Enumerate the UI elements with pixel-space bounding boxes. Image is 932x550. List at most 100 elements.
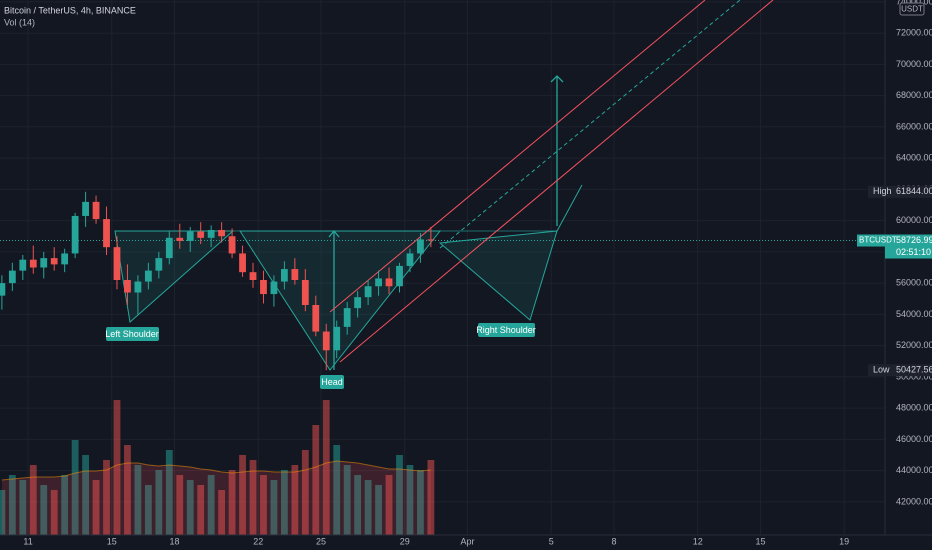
candle-body bbox=[176, 237, 184, 241]
volume-bar bbox=[322, 400, 330, 535]
x-tick-label: 12 bbox=[693, 536, 703, 546]
volume-bar bbox=[155, 470, 163, 535]
volume-bar bbox=[29, 465, 37, 535]
channel-middle bbox=[439, 0, 741, 249]
symbol-box bbox=[857, 234, 932, 247]
volume-pane bbox=[0, 400, 435, 535]
volume-bar bbox=[343, 465, 351, 535]
volume-bar bbox=[228, 470, 236, 535]
y-tick-label: 48000.00 bbox=[896, 403, 932, 413]
candle-body bbox=[312, 305, 320, 332]
indicator-label: Vol (14) bbox=[4, 17, 35, 27]
volume-bar bbox=[124, 445, 131, 535]
candle-body bbox=[249, 272, 257, 280]
candle-body bbox=[406, 253, 414, 266]
candle-body bbox=[343, 308, 351, 327]
candle-body bbox=[364, 286, 372, 298]
volume-bar bbox=[260, 475, 267, 535]
volume-bar bbox=[61, 475, 69, 535]
volume-bar bbox=[406, 465, 414, 535]
x-tick-label: 8 bbox=[611, 536, 616, 546]
label-box bbox=[106, 327, 159, 341]
currency-box bbox=[899, 2, 925, 16]
candle-body bbox=[207, 230, 215, 238]
volume-bar bbox=[354, 475, 362, 535]
grid bbox=[0, 0, 885, 535]
candle-body bbox=[417, 239, 424, 254]
annotation: Right Shoulder bbox=[476, 325, 536, 335]
volume-bar bbox=[134, 465, 142, 535]
volume-bar bbox=[301, 450, 309, 535]
volume-bar bbox=[312, 425, 320, 535]
price-marker-name: High bbox=[873, 186, 892, 196]
candle-body bbox=[333, 326, 341, 351]
right-shoulder-shape bbox=[438, 230, 558, 321]
x-tick-label: Apr bbox=[460, 536, 474, 546]
x-tick-label: 15 bbox=[755, 536, 765, 546]
y-tick-label: 50000.00 bbox=[896, 371, 932, 381]
annotations: Left Shoulder Head Right Shoulder bbox=[105, 323, 536, 389]
pattern-line bbox=[556, 184, 583, 232]
volume-bar bbox=[207, 475, 215, 535]
candle-body bbox=[165, 237, 173, 259]
x-tick-label: 5 bbox=[549, 536, 554, 546]
volume-bar bbox=[165, 450, 173, 535]
symbol: BTCUSDT bbox=[859, 236, 897, 245]
candle-body bbox=[82, 201, 89, 216]
candle-body bbox=[396, 265, 403, 287]
x-tick-label: 15 bbox=[107, 536, 117, 546]
y-tick-label: 42000.00 bbox=[896, 496, 932, 506]
arrow-head bbox=[550, 75, 564, 83]
candle-body bbox=[228, 236, 236, 254]
candle-body bbox=[124, 280, 131, 293]
volume-bar bbox=[249, 460, 257, 535]
volume-bar bbox=[92, 480, 100, 535]
y-tick-label: 56000.00 bbox=[896, 278, 932, 288]
volume-bar bbox=[417, 470, 424, 535]
y-tick-label: 70000.00 bbox=[896, 59, 932, 69]
y-tick-label: 54000.00 bbox=[896, 309, 932, 319]
volume-bar bbox=[82, 455, 89, 535]
candle-body bbox=[113, 247, 121, 280]
arrow-head bbox=[328, 229, 340, 238]
channel-lower bbox=[339, 0, 774, 363]
candle-body bbox=[71, 215, 79, 254]
candle-body bbox=[291, 269, 299, 280]
candle-body bbox=[239, 253, 246, 273]
candle-body bbox=[29, 259, 37, 268]
chart-title: Bitcoin / TetherUS, 4h, BINANCE bbox=[4, 5, 136, 15]
y-tick-label: 72000.00 bbox=[896, 28, 932, 38]
drawings bbox=[114, 0, 774, 371]
currency: USDT bbox=[901, 5, 923, 14]
candle-body bbox=[50, 258, 58, 265]
candle-body bbox=[301, 280, 309, 305]
y-tick-label: 46000.00 bbox=[896, 434, 932, 444]
volume-bar bbox=[270, 480, 278, 535]
price-marker-value: 50427.56 bbox=[896, 365, 932, 375]
candle-body bbox=[280, 269, 288, 282]
volume-ma-area bbox=[1, 461, 431, 535]
price-marker-value: 61844.00 bbox=[896, 186, 932, 196]
label-box bbox=[320, 375, 344, 389]
candle-body bbox=[322, 331, 330, 351]
candle-body bbox=[134, 281, 142, 293]
price-marker-box bbox=[868, 364, 932, 377]
x-tick-label: 18 bbox=[170, 536, 180, 546]
candle-body bbox=[92, 201, 100, 220]
x-tick-label: 25 bbox=[316, 536, 326, 546]
label-box bbox=[478, 323, 535, 337]
candle-body bbox=[155, 258, 163, 271]
last-price: 58726.99 bbox=[896, 235, 932, 245]
candle-body bbox=[40, 258, 48, 268]
annotation: Head bbox=[321, 377, 343, 387]
volume-bar bbox=[280, 470, 288, 535]
candle-body bbox=[0, 283, 6, 296]
candle-body bbox=[354, 297, 362, 309]
price-marker-name: Low bbox=[873, 365, 890, 375]
countdown-box bbox=[885, 246, 932, 259]
volume-bar bbox=[8, 475, 16, 535]
volume-bar bbox=[291, 465, 299, 535]
volume-bar bbox=[333, 445, 341, 535]
